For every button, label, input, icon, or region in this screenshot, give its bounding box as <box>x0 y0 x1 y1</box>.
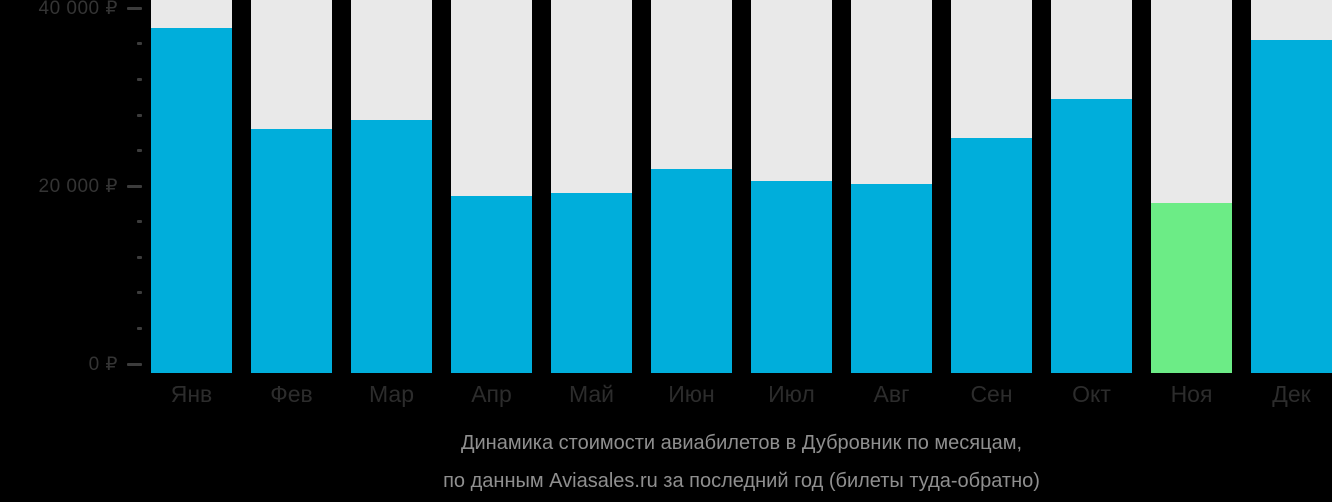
bar-Май[interactable] <box>551 193 632 373</box>
x-axis: Янв Фев Мар Апр Май Июн Июл Авг Сен Окт Ноя Дек <box>151 376 1332 412</box>
x-axis-label-Окт: Окт <box>1072 380 1111 407</box>
y-axis-tick-16000 <box>137 220 142 223</box>
bar-Янв[interactable] <box>151 28 232 373</box>
x-axis-label-Июл: Июл <box>768 380 815 407</box>
bar-Сен[interactable] <box>951 138 1032 373</box>
x-axis-label-Июн: Июн <box>668 380 715 407</box>
y-axis: 0 ₽ 20 000 ₽ 40 000 ₽ <box>0 0 151 402</box>
bar-column-Ноя <box>1151 0 1232 373</box>
chart-title-line-1: Динамика стоимости авиабилетов в Дубровн… <box>460 432 1023 454</box>
bar-Дек[interactable] <box>1251 40 1332 373</box>
bar-column-Янв <box>151 0 232 373</box>
chart-title-line-2: по данным Aviasales.ru за последний год … <box>443 470 1040 492</box>
bar-column-Май <box>551 0 632 373</box>
x-axis-label-Дек: Дек <box>1272 380 1311 407</box>
bar-column-Июл <box>751 0 832 373</box>
bar-column-Авг <box>851 0 932 373</box>
y-axis-tick-4000 <box>137 327 142 330</box>
y-axis-tick-20000 <box>127 185 142 188</box>
bar-Окт[interactable] <box>1051 99 1132 373</box>
bar-column-Июн <box>651 0 732 373</box>
chart-title: Динамика стоимости авиабилетов в Дубровн… <box>151 424 1332 500</box>
x-axis-label-Фев: Фев <box>270 380 313 407</box>
y-axis-tick-36000 <box>137 42 142 45</box>
y-axis-tick-8000 <box>137 291 142 294</box>
y-axis-label-20000: 20 000 ₽ <box>38 176 118 197</box>
plot-area <box>151 0 1332 373</box>
bar-Авг[interactable] <box>851 184 932 373</box>
x-axis-label-Апр: Апр <box>471 380 512 407</box>
bar-Апр[interactable] <box>451 196 532 373</box>
y-axis-tick-32000 <box>137 78 142 81</box>
bar-Июн[interactable] <box>651 169 732 373</box>
y-axis-tick-24000 <box>137 149 142 152</box>
y-axis-tick-0 <box>127 363 142 366</box>
x-axis-label-Авг: Авг <box>873 380 910 407</box>
y-axis-tick-12000 <box>137 256 142 259</box>
x-axis-label-Сен: Сен <box>970 380 1013 407</box>
bar-Фев[interactable] <box>251 129 332 373</box>
bar-column-Апр <box>451 0 532 373</box>
bar-column-Дек <box>1251 0 1332 373</box>
x-axis-label-Янв: Янв <box>170 380 213 407</box>
bar-Мар[interactable] <box>351 120 432 373</box>
bar-Июл[interactable] <box>751 181 832 373</box>
x-axis-label-Май: Май <box>568 380 615 407</box>
y-axis-label-0: 0 ₽ <box>88 354 118 375</box>
bar-column-Сен <box>951 0 1032 373</box>
bar-column-Фев <box>251 0 332 373</box>
bar-column-Мар <box>351 0 432 373</box>
y-axis-tick-40000 <box>127 7 142 10</box>
y-axis-tick-28000 <box>137 114 142 117</box>
bar-column-Окт <box>1051 0 1132 373</box>
x-axis-label-Ноя: Ноя <box>1170 380 1213 407</box>
y-axis-label-40000: 40 000 ₽ <box>38 0 118 19</box>
bar-Ноя[interactable] <box>1151 203 1232 373</box>
x-axis-label-Мар: Мар <box>368 380 414 407</box>
